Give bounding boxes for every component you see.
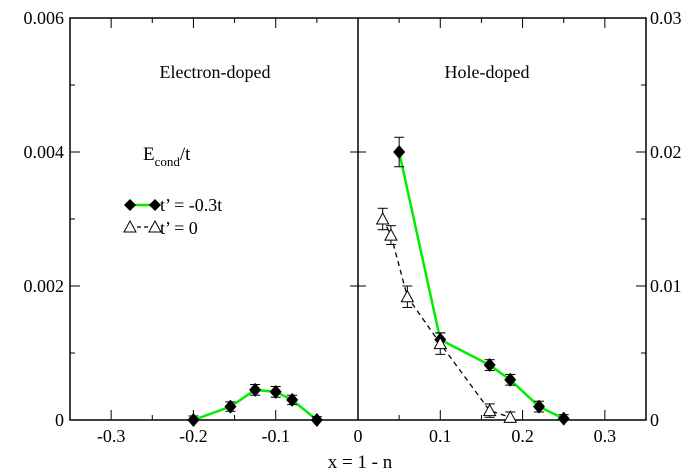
legend-marker-1a xyxy=(124,199,136,211)
x-axis-label: x = 1 - n xyxy=(328,452,393,473)
x-tick-label-5: 0.2 xyxy=(511,426,534,446)
legend-marker-2a xyxy=(123,219,137,233)
left-y-tick-label-0: 0 xyxy=(55,410,64,430)
series-1 xyxy=(393,136,570,426)
legend-label-1: t’ = -0.3t xyxy=(160,195,222,215)
right-y-tick-label-0: 0 xyxy=(650,410,659,430)
quantity-label-main: E xyxy=(143,144,155,165)
series-0 xyxy=(187,382,323,427)
data-point xyxy=(533,399,546,414)
data-point xyxy=(400,289,415,303)
series-line-0 xyxy=(193,388,318,422)
right-y-tick-label-1: 0.01 xyxy=(650,276,682,296)
data-point xyxy=(269,384,282,399)
data-point xyxy=(483,358,496,373)
panel-label-electron-doped: Electron-doped xyxy=(160,62,271,82)
panel-label-hole-doped: Hole-doped xyxy=(445,62,530,82)
series-2 xyxy=(375,207,518,423)
legend-label-2: t’ = 0 xyxy=(160,218,198,238)
data-point xyxy=(286,392,299,407)
series-line-2 xyxy=(382,218,511,418)
x-tick-label-0: -0.3 xyxy=(97,426,126,446)
x-tick-label-4: 0.1 xyxy=(429,426,452,446)
legend-marker-1b xyxy=(149,199,161,211)
data-point xyxy=(384,228,398,241)
left-y-tick-label-1: 0.002 xyxy=(24,276,65,296)
data-point xyxy=(310,413,323,427)
series-line-1 xyxy=(397,151,565,420)
data-point xyxy=(375,211,390,225)
data-point xyxy=(187,413,200,427)
quantity-label-suffix: /t xyxy=(180,144,191,165)
data-point xyxy=(503,410,518,423)
quantity-label: Econd/t xyxy=(143,144,191,169)
data-point xyxy=(224,399,237,414)
data-point xyxy=(482,403,497,417)
data-point xyxy=(393,145,406,159)
data-point xyxy=(249,382,262,397)
x-tick-label-3: 0 xyxy=(354,426,363,446)
quantity-label-sub: cond xyxy=(155,154,181,169)
legend-marker-2b xyxy=(148,219,162,233)
right-y-tick-label-3: 0.03 xyxy=(650,8,682,28)
data-point xyxy=(504,372,517,387)
x-tick-label-2: -0.1 xyxy=(261,426,290,446)
left-y-tick-label-2: 0.004 xyxy=(24,142,65,162)
x-tick-label-1: -0.2 xyxy=(179,426,208,446)
right-y-tick-label-2: 0.02 xyxy=(650,142,682,162)
series-layer xyxy=(187,136,570,427)
legend: t’ = -0.3t t’ = 0 xyxy=(123,195,222,238)
left-y-tick-label-3: 0.006 xyxy=(24,8,65,28)
data-point xyxy=(433,336,448,350)
data-point xyxy=(557,411,570,426)
x-tick-label-6: 0.3 xyxy=(594,426,617,446)
tick-labels: -0.3 -0.2 -0.1 0 0.1 0.2 0.3 0 0.002 0.004 0.006 0 0… xyxy=(24,8,682,446)
